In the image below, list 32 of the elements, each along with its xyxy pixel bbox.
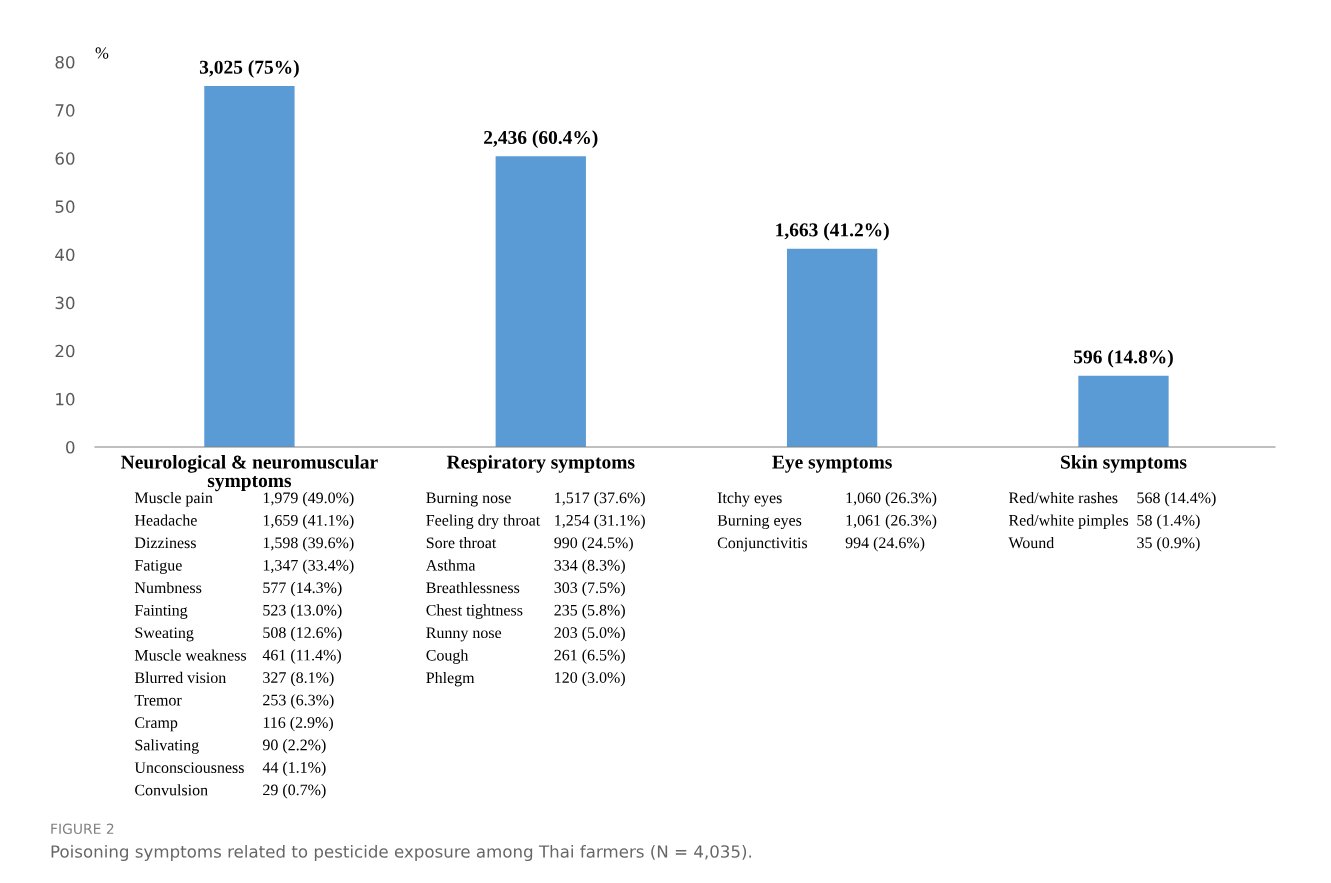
x-tick-label: Neurological & neuromuscular symptoms <box>121 455 378 492</box>
text: Muscle pain Headache Dizziness Fatigue Numbness Fainting Sweating Muscle weakness Blurred vision Tremor Cramp Salivating Unconsciousness Convulsion <box>134 492 247 796</box>
x-tick-label: Respiratory symptoms <box>446 455 635 473</box>
y-tick-label: 30 <box>55 296 75 310</box>
text: Poisoning symptoms related to pesticide exposure among Thai farmers (N = 4,035). <box>51 844 752 862</box>
y-tick-label: 0 <box>66 440 75 454</box>
text: 568 (14.4%) 58 (1.4%) 35 (0.9%) <box>1137 492 1216 552</box>
bar <box>1078 375 1169 447</box>
text: Red/white rashes Red/white pimples Wound <box>1008 492 1129 549</box>
y-tick-label: 20 <box>55 344 75 358</box>
y-tick-label: 80 <box>55 55 75 69</box>
data-label: 3,025 (75%) <box>199 60 299 78</box>
y-tick-label: 60 <box>55 152 75 165</box>
y-tick-label: 70 <box>55 104 75 117</box>
data-label: 596 (14.8%) <box>1074 349 1173 368</box>
text: Itchy eyes Burning eyes Conjunctivitis <box>717 492 808 552</box>
y-axis-title: % <box>95 47 109 59</box>
x-tick-label: Skin symptoms <box>1061 455 1187 473</box>
text: 1,517 (37.6%) 1,254 (31.1%) 990 (24.5%) 334 (8.3%) 303 (7.5%) 235 (5.8%) 203 (5.0%) 261 (6.5%) 120 (3.0%) <box>554 492 645 687</box>
bar <box>495 156 586 447</box>
x-tick-label: Eye symptoms <box>772 455 892 473</box>
text: 1,060 (26.3%) 1,061 (26.3%) 994 (24.6%) <box>845 492 937 552</box>
text: Burning nose Feeling dry throat Sore throat Asthma Breathlessness Chest tightness Runny nose Cough Phlegm <box>425 492 541 687</box>
data-label: 2,436 (60.4%) <box>484 130 598 148</box>
y-tick-label: 40 <box>55 248 75 262</box>
data-label: 1,663 (41.2%) <box>776 222 889 241</box>
y-tick-label: 50 <box>55 200 75 213</box>
text: 1,979 (49.0%) 1,659 (41.1%) 1,598 (39.6%) 1,347 (33.4%) 577 (14.3%) 523 (13.0%) 508 (12.6%) 461 (11.4%) 327 (8.1%) 253 (6.3%) 116 (2.9%) 90 (2.2%) 44 (1.1%) 29 (0.7%) <box>262 492 354 799</box>
y-tick-label: 10 <box>56 392 75 406</box>
bar <box>786 248 878 447</box>
bar <box>204 86 295 447</box>
caption: FIGURE 2 <box>51 823 114 835</box>
